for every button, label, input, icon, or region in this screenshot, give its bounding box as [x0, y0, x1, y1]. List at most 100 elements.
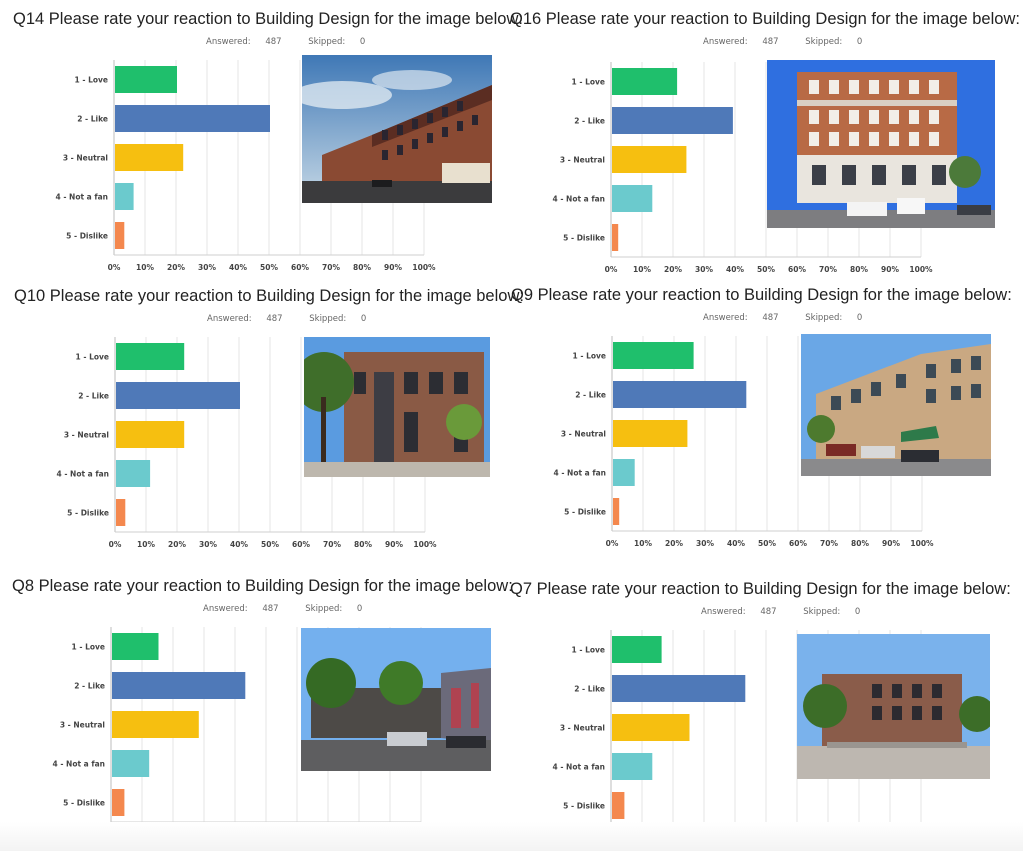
bar-chart: 1 - Love 2 - Like 3 - Neutral 4 - Not a fan…	[55, 60, 436, 272]
survey-panel-q14: Q14 Please rate your reaction to Buildin…	[13, 10, 523, 275]
answered-stat: Answered: 487	[207, 314, 283, 324]
bar-like	[115, 105, 270, 132]
category-label: 4 - Not a fan	[52, 760, 105, 769]
x-tick-label: 20%	[664, 265, 682, 274]
category-label: 3 - Neutral	[560, 156, 605, 165]
response-stats: Answered: 487 Skipped: 0	[701, 607, 884, 617]
survey-panel-q7: Q7 Please rate your reaction to Building…	[510, 580, 1011, 845]
x-tick-label: 0%	[108, 263, 121, 272]
category-label: 5 - Dislike	[66, 232, 108, 241]
category-label: 3 - Neutral	[560, 724, 605, 733]
building-corner-brick-photo-icon	[302, 55, 492, 203]
category-label: 2 - Like	[575, 391, 606, 400]
response-stats: Answered: 487 Skipped: 0	[703, 37, 886, 47]
x-tick-label: 40%	[229, 263, 247, 272]
building-photo	[301, 628, 491, 771]
category-label: 5 - Dislike	[563, 802, 605, 811]
question-title: Q9 Please rate your reaction to Building…	[511, 286, 1012, 304]
x-tick-label: 0%	[605, 265, 618, 274]
x-tick-label: 10%	[137, 540, 155, 549]
answered-stat: Answered: 487	[703, 313, 779, 323]
survey-panel-q8: Q8 Please rate your reaction to Building…	[12, 577, 513, 842]
category-label: 1 - Love	[572, 78, 605, 87]
bar-like	[612, 675, 746, 702]
skipped-stat: Skipped: 0	[305, 604, 363, 614]
bar-neutral	[612, 714, 690, 741]
building-photo	[304, 337, 490, 477]
bar-love	[116, 343, 185, 370]
bar-like	[612, 107, 733, 134]
x-tick-label: 70%	[322, 263, 340, 272]
category-label: 3 - Neutral	[60, 721, 105, 730]
x-tick-label: 60%	[291, 263, 309, 272]
response-stats: Answered: 487 Skipped: 0	[206, 37, 389, 47]
response-stats: Answered: 487 Skipped: 0	[207, 314, 390, 324]
category-label: 2 - Like	[78, 392, 109, 401]
category-label: 4 - Not a fan	[56, 470, 109, 479]
bar-dislike	[115, 222, 125, 249]
bar-dislike	[116, 499, 126, 526]
x-tick-label: 40%	[230, 540, 248, 549]
category-label: 2 - Like	[574, 117, 605, 126]
x-tick-label: 80%	[851, 539, 869, 548]
skipped-stat: Skipped: 0	[803, 607, 861, 617]
bar-neutral	[115, 144, 184, 171]
brick-corner-plaza-photo-icon	[797, 634, 990, 779]
bar-not-a-fan	[112, 750, 150, 777]
bar-chart: 1 - Love 2 - Like 3 - Neutral 4 - Not a fan…	[56, 337, 437, 549]
x-tick-label: 40%	[726, 265, 744, 274]
bar-neutral	[116, 421, 185, 448]
bar-not-a-fan	[612, 185, 653, 212]
x-tick-label: 100%	[909, 265, 933, 274]
x-tick-label: 50%	[757, 265, 775, 274]
skipped-stat: Skipped: 0	[805, 37, 863, 47]
bar-not-a-fan	[115, 183, 134, 210]
bar-like	[613, 381, 747, 408]
x-tick-label: 30%	[695, 265, 713, 274]
bar-neutral	[613, 420, 688, 447]
x-tick-label: 50%	[261, 540, 279, 549]
x-tick-label: 60%	[292, 540, 310, 549]
category-label: 2 - Like	[74, 682, 105, 691]
building-photo	[767, 60, 995, 228]
bar-dislike	[112, 789, 125, 816]
x-tick-label: 50%	[758, 539, 776, 548]
category-label: 1 - Love	[572, 646, 605, 655]
category-label: 3 - Neutral	[63, 154, 108, 163]
bar-love	[613, 342, 694, 369]
category-label: 5 - Dislike	[563, 234, 605, 243]
bar-not-a-fan	[613, 459, 635, 486]
x-tick-label: 20%	[665, 539, 683, 548]
x-tick-label: 70%	[820, 539, 838, 548]
category-label: 1 - Love	[72, 643, 105, 652]
tan-storefront-building-photo-icon	[801, 334, 991, 476]
bar-neutral	[112, 711, 199, 738]
category-label: 5 - Dislike	[67, 509, 109, 518]
x-tick-label: 70%	[819, 265, 837, 274]
category-label: 3 - Neutral	[64, 431, 109, 440]
category-label: 2 - Like	[574, 685, 605, 694]
x-tick-label: 100%	[412, 263, 436, 272]
building-photo	[302, 55, 492, 203]
category-label: 4 - Not a fan	[553, 469, 606, 478]
answered-stat: Answered: 487	[203, 604, 279, 614]
x-tick-label: 90%	[882, 539, 900, 548]
mural-street-corner-photo-icon	[301, 628, 491, 771]
response-stats: Answered: 487 Skipped: 0	[703, 313, 886, 323]
question-title: Q10 Please rate your reaction to Buildin…	[14, 287, 524, 305]
x-tick-label: 30%	[198, 263, 216, 272]
survey-panel-q16: Q16 Please rate your reaction to Buildin…	[510, 10, 1020, 275]
category-label: 4 - Not a fan	[552, 763, 605, 772]
category-label: 1 - Love	[573, 352, 606, 361]
x-tick-label: 70%	[323, 540, 341, 549]
bar-not-a-fan	[612, 753, 653, 780]
x-tick-label: 90%	[881, 265, 899, 274]
bar-neutral	[612, 146, 687, 173]
category-label: 1 - Love	[76, 353, 109, 362]
bar-like	[116, 382, 240, 409]
x-tick-label: 100%	[413, 540, 437, 549]
bar-love	[612, 636, 662, 663]
x-tick-label: 0%	[109, 540, 122, 549]
bar-love	[112, 633, 159, 660]
category-label: 5 - Dislike	[63, 799, 105, 808]
